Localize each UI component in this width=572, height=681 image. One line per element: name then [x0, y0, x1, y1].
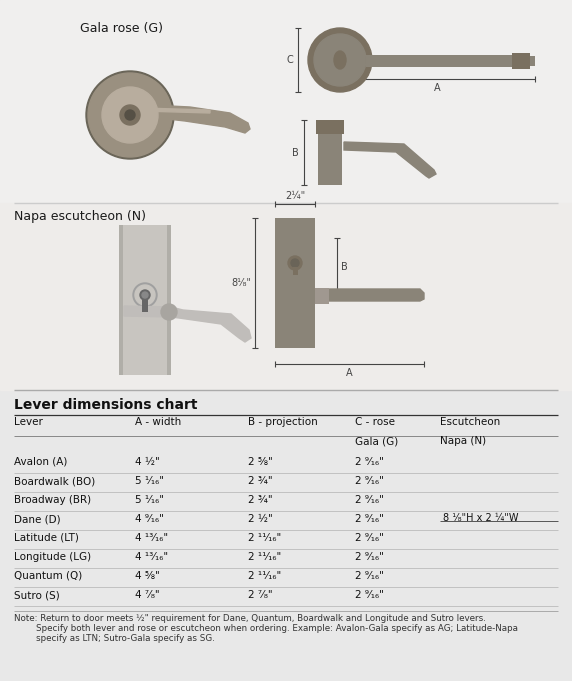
Text: 5 ¹⁄₁₆": 5 ¹⁄₁₆": [135, 495, 164, 505]
Text: 4 ¹³⁄₁₆": 4 ¹³⁄₁₆": [135, 552, 168, 562]
Text: 2 ⁹⁄₁₆": 2 ⁹⁄₁₆": [355, 590, 384, 600]
Bar: [318, 134, 342, 185]
Text: B - projection: B - projection: [248, 417, 318, 427]
Text: Longitude (LG): Longitude (LG): [14, 552, 91, 562]
Bar: [119, 225, 171, 375]
Circle shape: [140, 290, 150, 300]
Text: Gala (G): Gala (G): [355, 436, 398, 446]
Circle shape: [135, 285, 155, 305]
Polygon shape: [142, 108, 210, 113]
Text: Lever: Lever: [14, 417, 43, 427]
Text: Napa (N): Napa (N): [440, 436, 486, 446]
Text: Lever dimensions chart: Lever dimensions chart: [14, 398, 197, 412]
Circle shape: [86, 71, 174, 159]
Text: Gala rose (G): Gala rose (G): [80, 22, 163, 35]
Text: 2 ¾": 2 ¾": [248, 495, 273, 505]
Circle shape: [161, 304, 177, 320]
Bar: [275, 218, 315, 348]
Text: 2 ¹¹⁄₁₆": 2 ¹¹⁄₁₆": [248, 533, 281, 543]
Bar: [315, 288, 329, 304]
Text: 2 ⁷⁄₈": 2 ⁷⁄₈": [248, 590, 273, 600]
Circle shape: [120, 105, 140, 125]
Bar: [316, 120, 344, 134]
Polygon shape: [140, 105, 250, 133]
Ellipse shape: [334, 51, 346, 69]
Text: 8¹⁄₈": 8¹⁄₈": [231, 278, 251, 288]
Bar: [512, 53, 530, 69]
Text: 2 ⁹⁄₁₆": 2 ⁹⁄₁₆": [355, 457, 384, 467]
Text: 2¼": 2¼": [285, 191, 305, 201]
Text: 4 ⅝": 4 ⅝": [135, 571, 160, 581]
Text: B: B: [292, 148, 299, 157]
Bar: [366, 55, 530, 67]
Text: Sutro (S): Sutro (S): [14, 590, 59, 600]
Circle shape: [314, 34, 366, 86]
Text: specify as LTN; Sutro-Gala specify as SG.: specify as LTN; Sutro-Gala specify as SG…: [14, 634, 214, 643]
Circle shape: [88, 73, 172, 157]
Text: 2 ¹¹⁄₁₆": 2 ¹¹⁄₁₆": [248, 552, 281, 562]
Polygon shape: [344, 142, 436, 178]
Text: 4 ⁹⁄₁₆": 4 ⁹⁄₁₆": [135, 514, 164, 524]
Text: Escutcheon: Escutcheon: [440, 417, 500, 427]
Text: 8 ¹⁄₈"H x 2 ¼"W: 8 ¹⁄₈"H x 2 ¼"W: [443, 513, 518, 523]
Circle shape: [125, 110, 135, 120]
Text: 2 ⁹⁄₁₆": 2 ⁹⁄₁₆": [355, 495, 384, 505]
Text: A: A: [346, 368, 353, 378]
Circle shape: [288, 256, 302, 270]
Text: 2 ½": 2 ½": [248, 514, 273, 524]
Text: 4 ¹³⁄₁₆": 4 ¹³⁄₁₆": [135, 533, 168, 543]
Polygon shape: [327, 289, 424, 301]
Circle shape: [291, 259, 299, 267]
Text: Dane (D): Dane (D): [14, 514, 61, 524]
Text: Note: Return to door meets ½" requirement for Dane, Quantum, Boardwalk and Longi: Note: Return to door meets ½" requiremen…: [14, 614, 486, 623]
Bar: [530, 56, 535, 66]
Text: A - width: A - width: [135, 417, 181, 427]
Polygon shape: [124, 306, 251, 342]
Text: Napa escutcheon (N): Napa escutcheon (N): [14, 210, 146, 223]
Text: 2 ⁹⁄₁₆": 2 ⁹⁄₁₆": [355, 476, 384, 486]
Text: 4 ½": 4 ½": [135, 457, 160, 467]
Circle shape: [142, 292, 148, 298]
Text: 2 ¾": 2 ¾": [248, 476, 273, 486]
Text: C - rose: C - rose: [355, 417, 395, 427]
Text: Broadway (BR): Broadway (BR): [14, 495, 91, 505]
Text: Specify both lever and rose or escutcheon when ordering. Example: Avalon-Gala sp: Specify both lever and rose or escutcheo…: [14, 624, 518, 633]
Text: Boardwalk (BO): Boardwalk (BO): [14, 476, 96, 486]
Bar: [0, 0, 572, 205]
Text: 2 ¹¹⁄₁₆": 2 ¹¹⁄₁₆": [248, 571, 281, 581]
Bar: [119, 225, 123, 375]
Circle shape: [133, 283, 157, 307]
Text: Quantum (Q): Quantum (Q): [14, 571, 82, 581]
Circle shape: [102, 87, 158, 143]
Bar: [0, 203, 572, 390]
Text: 2 ⁹⁄₁₆": 2 ⁹⁄₁₆": [355, 514, 384, 524]
Text: B: B: [341, 262, 348, 272]
Text: 2 ⁹⁄₁₆": 2 ⁹⁄₁₆": [355, 552, 384, 562]
Text: Latitude (LT): Latitude (LT): [14, 533, 79, 543]
Text: 4 ⁷⁄₈": 4 ⁷⁄₈": [135, 590, 160, 600]
Text: 2 ⅝": 2 ⅝": [248, 457, 273, 467]
Bar: [293, 267, 298, 275]
Text: 2 ⁹⁄₁₆": 2 ⁹⁄₁₆": [355, 533, 384, 543]
Text: Avalon (A): Avalon (A): [14, 457, 67, 467]
Text: 5 ¹⁄₁₆": 5 ¹⁄₁₆": [135, 476, 164, 486]
Text: C: C: [286, 55, 293, 65]
Bar: [167, 225, 171, 375]
Bar: [142, 300, 148, 312]
Circle shape: [308, 28, 372, 92]
Text: 2 ⁹⁄₁₆": 2 ⁹⁄₁₆": [355, 571, 384, 581]
Text: A: A: [434, 83, 441, 93]
